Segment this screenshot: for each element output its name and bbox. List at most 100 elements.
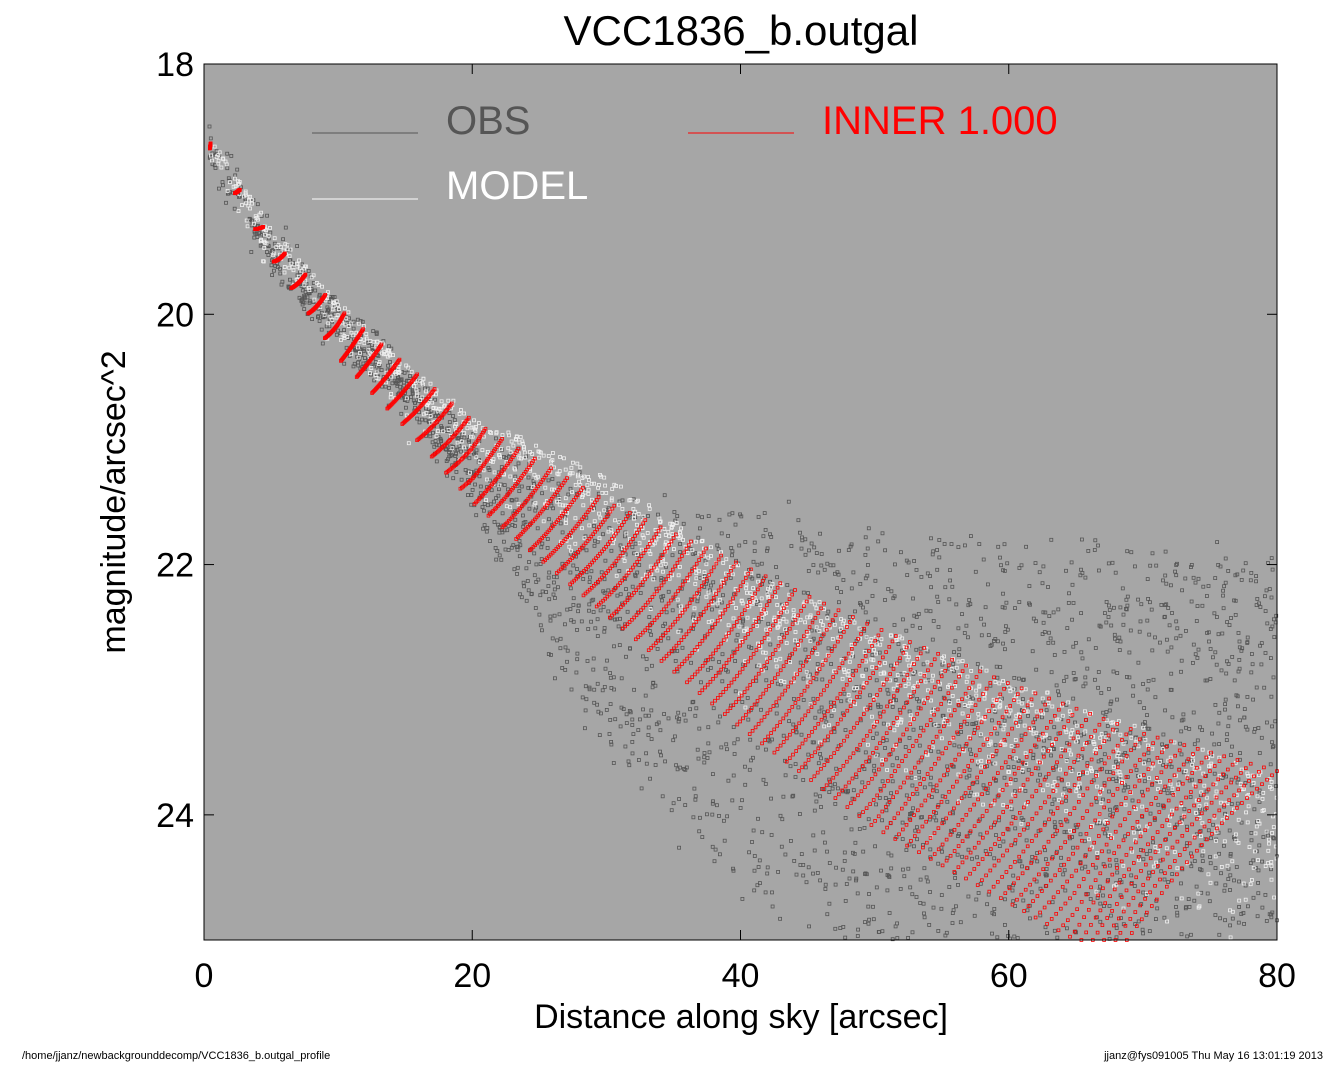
model-point — [418, 379, 423, 384]
model-point — [1023, 687, 1028, 692]
inner-point — [594, 581, 598, 586]
model-point — [1224, 814, 1229, 818]
model-point — [709, 554, 713, 558]
inner-point — [645, 626, 650, 630]
inner-point — [694, 620, 699, 624]
obs-point — [833, 926, 838, 931]
inner-point — [687, 572, 692, 577]
obs-point — [1099, 691, 1104, 695]
model-point — [617, 520, 622, 524]
obs-point — [768, 532, 772, 537]
inner-point — [516, 446, 521, 451]
obs-point — [1179, 881, 1183, 886]
obs-point — [755, 883, 760, 888]
model-point — [907, 676, 911, 681]
model-point — [781, 617, 786, 621]
obs-point — [843, 728, 848, 732]
obs-point — [1108, 770, 1112, 774]
inner-point — [732, 624, 736, 628]
model-point — [387, 348, 392, 353]
model-point — [1241, 787, 1246, 791]
model-point — [504, 504, 509, 509]
obs-point — [1262, 685, 1267, 690]
inner-point — [735, 647, 740, 651]
obs-point — [950, 911, 955, 915]
obs-point — [1041, 564, 1046, 569]
obs-point — [1130, 798, 1135, 803]
obs-point — [834, 766, 839, 771]
inner-point — [695, 669, 700, 674]
obs-point — [1078, 573, 1083, 578]
obs-point — [589, 569, 594, 574]
obs-point — [1013, 606, 1017, 610]
model-point — [1237, 898, 1242, 903]
inner-point — [646, 545, 650, 549]
obs-point — [842, 859, 847, 863]
inner-point — [706, 603, 711, 607]
inner-point — [415, 372, 419, 377]
model-point — [442, 403, 447, 408]
obs-point — [691, 552, 696, 556]
obs-point — [1153, 695, 1158, 700]
model-point — [246, 194, 251, 199]
obs-point — [774, 703, 779, 708]
obs-point — [915, 837, 919, 842]
obs-point — [1227, 715, 1232, 720]
obs-point — [935, 548, 939, 552]
inner-point — [746, 659, 750, 664]
inner-point — [748, 600, 752, 604]
obs-point — [1011, 765, 1016, 769]
model-point — [907, 663, 912, 668]
model-point — [647, 503, 651, 508]
obs-point — [1156, 802, 1161, 807]
obs-point — [1064, 830, 1069, 835]
model-point — [891, 686, 896, 691]
obs-point — [1062, 786, 1067, 791]
model-point — [285, 247, 290, 252]
obs-point — [866, 619, 870, 624]
model-point — [1266, 861, 1270, 865]
obs-point — [612, 644, 616, 649]
inner-point — [633, 562, 637, 567]
model-point — [678, 530, 682, 534]
obs-point — [644, 657, 649, 661]
obs-point — [1019, 708, 1024, 713]
obs-point — [649, 708, 654, 713]
model-point — [487, 430, 492, 434]
obs-point — [1165, 637, 1169, 642]
obs-point — [838, 629, 842, 634]
obs-point — [1044, 867, 1049, 871]
model-point — [679, 604, 683, 609]
inner-point — [620, 523, 624, 527]
obs-point — [317, 294, 322, 299]
obs-point — [516, 461, 521, 466]
inner-point — [719, 667, 723, 672]
obs-point — [957, 744, 962, 749]
inner-point — [687, 629, 691, 634]
obs-point — [467, 456, 472, 461]
model-point — [930, 745, 935, 750]
obs-point — [749, 758, 753, 763]
model-point — [1219, 865, 1224, 869]
obs-point — [916, 612, 921, 616]
model-point — [1201, 771, 1206, 776]
obs-point — [1031, 752, 1036, 757]
model-point — [582, 536, 587, 541]
model-point — [1099, 732, 1104, 736]
inner-point — [712, 565, 716, 570]
inner-point — [751, 624, 756, 628]
obs-point — [860, 627, 864, 631]
inner-point — [743, 636, 748, 640]
obs-point — [676, 710, 681, 715]
inner-point — [674, 643, 679, 648]
inner-point — [721, 611, 725, 616]
obs-point — [1160, 742, 1164, 747]
obs-point — [1146, 750, 1151, 755]
model-point — [598, 515, 603, 520]
obs-point — [732, 752, 737, 756]
obs-point — [252, 235, 257, 240]
obs-point — [1196, 647, 1201, 652]
model-point — [374, 370, 379, 375]
obs-point — [936, 749, 941, 754]
obs-point — [255, 202, 260, 207]
